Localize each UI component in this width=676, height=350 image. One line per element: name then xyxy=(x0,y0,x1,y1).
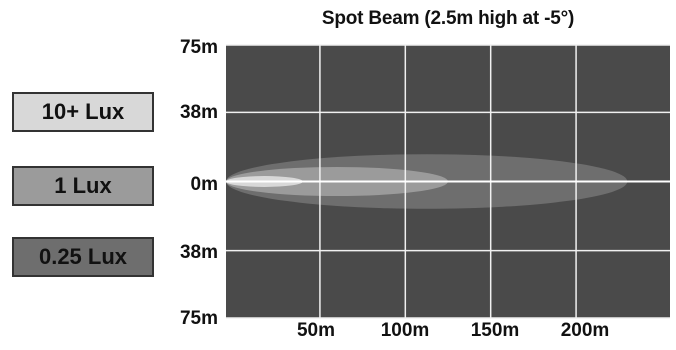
legend-item-1-lux: 1 Lux xyxy=(12,166,154,206)
legend-label-1-lux: 1 Lux xyxy=(54,173,112,198)
y-tick-75-top: 75m xyxy=(179,37,218,58)
chart-title: Spot Beam (2.5m high at -5°) xyxy=(321,8,575,29)
y-tick-0: 0m xyxy=(190,174,218,195)
x-tick-100m: 100m xyxy=(380,320,430,341)
x-tick-50m: 50m xyxy=(296,320,336,341)
legend-label-0-25-lux: 0.25 Lux xyxy=(38,244,128,269)
y-tick-75-bottom: 75m xyxy=(179,308,218,329)
y-tick-38-bottom: 38m xyxy=(179,242,218,263)
y-tick-38-top: 38m xyxy=(179,102,218,123)
x-tick-150m: 150m xyxy=(470,320,520,341)
legend-item-0-25-lux: 0.25 Lux xyxy=(12,237,154,277)
x-tick-200m: 200m xyxy=(560,320,610,341)
legend-label-10-lux: 10+ Lux xyxy=(41,99,125,124)
legend-item-10-lux: 10+ Lux xyxy=(12,92,154,132)
